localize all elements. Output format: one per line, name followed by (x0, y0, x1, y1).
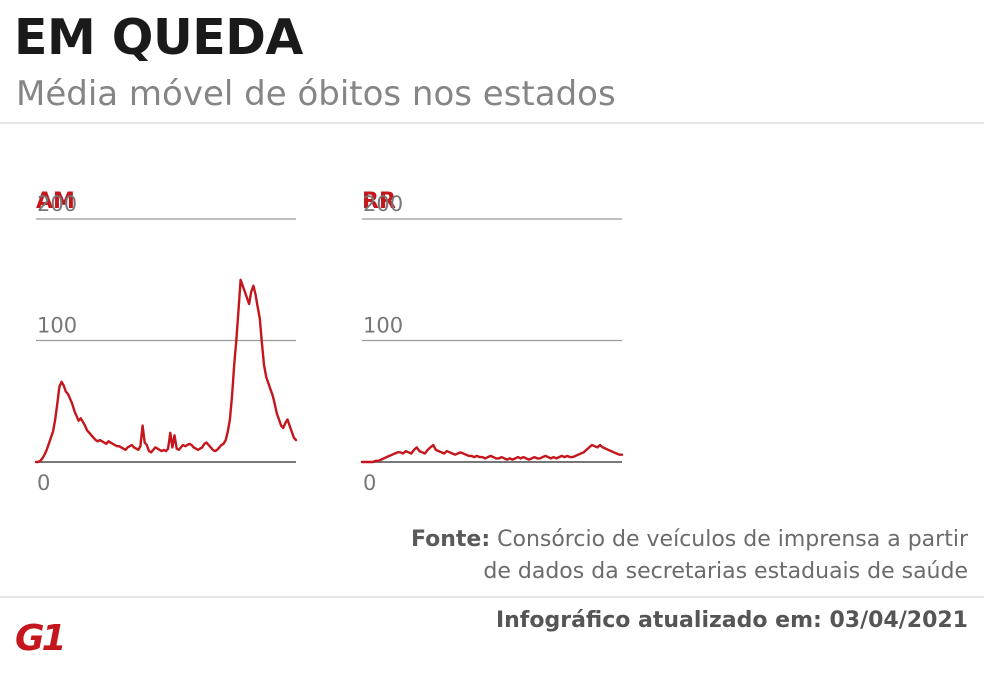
updated-date: Infográfico atualizado em: 03/04/2021 (495, 608, 968, 633)
panel-title: RR (362, 189, 396, 214)
source-text-line1: Consórcio de veículos de imprensa a part… (497, 527, 968, 552)
y-tick-label: 100 (363, 314, 403, 338)
chart-title: EM QUEDA (14, 9, 303, 66)
source-text-line2: de dados da secretarias estaduais de saú… (483, 559, 968, 584)
chart-subtitle: Média móvel de óbitos nos estados (16, 74, 616, 114)
y-tick-label: 0 (363, 471, 376, 495)
source-note: Fonte: Consórcio de veículos de imprensa… (328, 524, 968, 588)
y-tick-label: 100 (37, 314, 77, 338)
panel-title: AM (36, 189, 75, 214)
series-line (360, 443, 624, 464)
source-label: Fonte: (410, 527, 491, 552)
y-tick-label: 200 (363, 192, 403, 216)
header-divider (0, 122, 984, 124)
series-line (34, 278, 298, 464)
g1-logo: G1 (15, 618, 67, 656)
g1-logo-text: G1 (15, 618, 64, 656)
y-tick-label: 200 (37, 192, 77, 216)
footer-divider (0, 596, 984, 598)
y-tick-label: 0 (37, 471, 50, 495)
